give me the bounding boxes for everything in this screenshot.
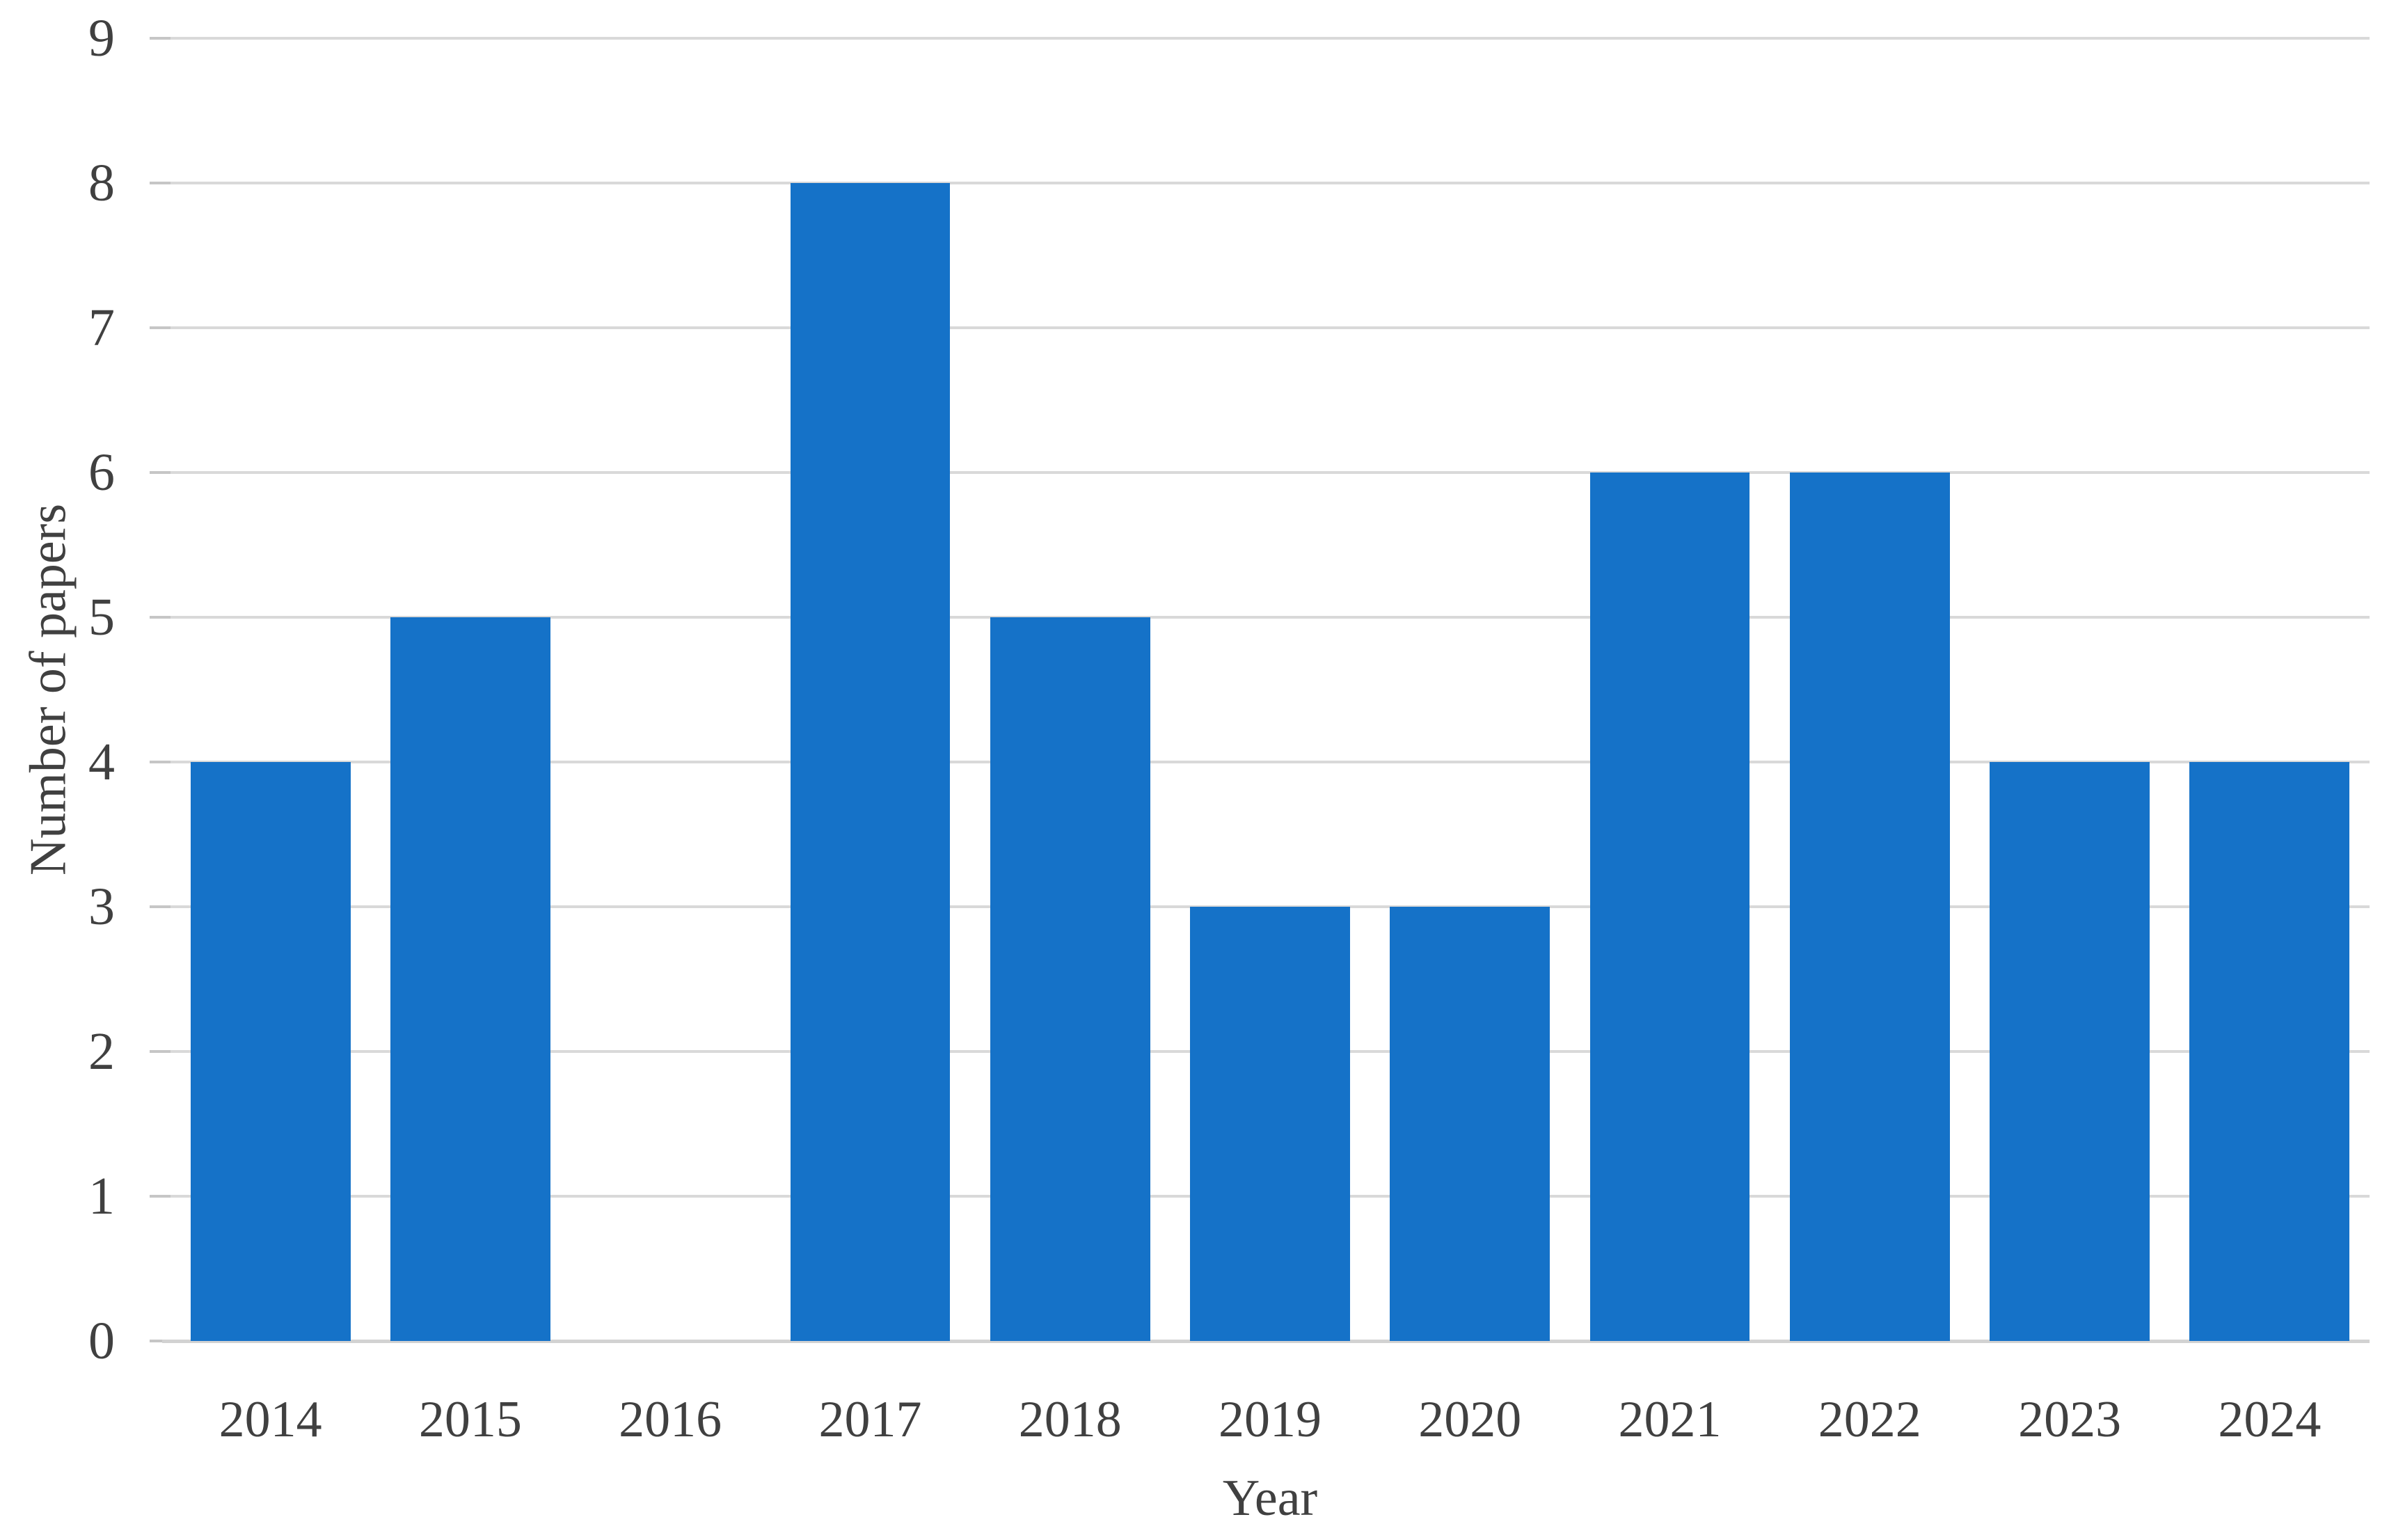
y-tick-label-0: 0 bbox=[88, 1312, 115, 1370]
y-tick-5 bbox=[150, 616, 170, 619]
gridline-4 bbox=[170, 761, 2370, 763]
gridline-5 bbox=[170, 616, 2370, 619]
y-tick-6 bbox=[150, 471, 170, 474]
y-tick-9 bbox=[150, 37, 170, 40]
gridline-9 bbox=[170, 37, 2370, 40]
x-tick-label-2018: 2018 bbox=[1018, 1391, 1122, 1448]
y-tick-7 bbox=[150, 326, 170, 329]
bar-2017 bbox=[790, 183, 951, 1341]
bar-2014 bbox=[190, 762, 351, 1341]
y-tick-8 bbox=[150, 182, 170, 184]
x-tick-label-2017: 2017 bbox=[818, 1391, 922, 1448]
bar-2021 bbox=[1589, 473, 1750, 1341]
gridline-7 bbox=[170, 326, 2370, 329]
bar-2019 bbox=[1190, 907, 1350, 1341]
y-tick-4 bbox=[150, 761, 170, 763]
x-tick-label-2022: 2022 bbox=[1818, 1391, 1921, 1448]
y-tick-label-8: 8 bbox=[88, 154, 115, 212]
bar-2023 bbox=[1990, 762, 2150, 1341]
bar-2018 bbox=[990, 617, 1150, 1341]
bar-2015 bbox=[390, 617, 550, 1341]
x-tick-label-2023: 2023 bbox=[2018, 1391, 2122, 1448]
gridline-8 bbox=[170, 182, 2370, 184]
x-tick-label-2024: 2024 bbox=[2218, 1391, 2322, 1448]
x-tick-label-2015: 2015 bbox=[418, 1391, 522, 1448]
x-tick-label-2016: 2016 bbox=[619, 1391, 722, 1448]
y-tick-label-5: 5 bbox=[88, 588, 115, 646]
y-tick-label-2: 2 bbox=[88, 1022, 115, 1081]
y-tick-label-9: 9 bbox=[88, 9, 115, 68]
y-tick-3 bbox=[150, 905, 170, 908]
y-tick-label-1: 1 bbox=[88, 1167, 115, 1225]
bar-2024 bbox=[2189, 762, 2350, 1341]
x-axis-title: Year bbox=[1222, 1470, 1318, 1527]
x-tick-label-2021: 2021 bbox=[1618, 1391, 1722, 1448]
x-tick-label-2020: 2020 bbox=[1418, 1391, 1522, 1448]
y-tick-2 bbox=[150, 1050, 170, 1053]
gridline-6 bbox=[170, 471, 2370, 474]
x-tick-label-2014: 2014 bbox=[219, 1391, 322, 1448]
y-tick-label-3: 3 bbox=[88, 878, 115, 936]
y-axis-title: Number of papers bbox=[19, 503, 77, 876]
bar-2022 bbox=[1789, 473, 1950, 1341]
y-tick-0 bbox=[150, 1340, 170, 1342]
y-tick-label-4: 4 bbox=[88, 733, 115, 791]
x-axis-line bbox=[162, 1340, 2370, 1343]
bar-2020 bbox=[1390, 907, 1550, 1341]
y-tick-label-6: 6 bbox=[88, 443, 115, 502]
x-tick-label-2019: 2019 bbox=[1218, 1391, 1322, 1448]
y-tick-1 bbox=[150, 1195, 170, 1198]
y-tick-label-7: 7 bbox=[88, 299, 115, 357]
